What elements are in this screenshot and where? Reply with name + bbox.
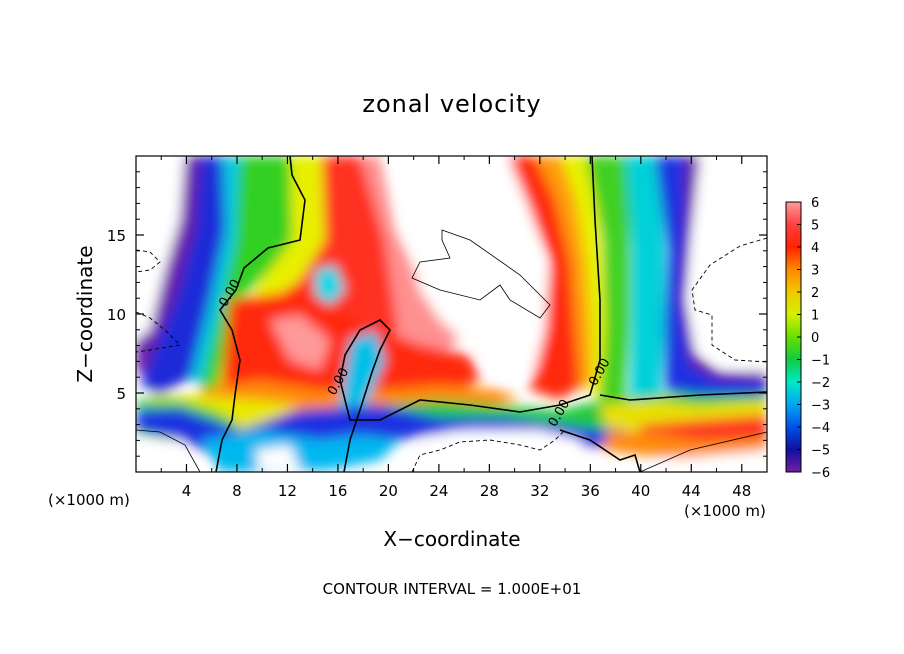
zero-contour-left [215,156,306,472]
field-cyan-blob [315,265,345,305]
x-axis-label: X−coordinate [383,527,520,551]
field-white-bottom [410,430,600,472]
y-tick-label: 15 [107,227,126,245]
chart-title: zonal velocity [362,90,541,118]
thin-contour-bottom-right [639,431,767,472]
colorbar-label: −6 [811,466,830,481]
y-tick-label: 5 [116,385,126,403]
field-right-low-orange [600,430,767,460]
dashed-contour-right [691,237,767,363]
x-axis: 4 8 12 16 20 24 28 32 36 40 44 48 [160,156,751,500]
x-unit-right: (×1000 m) [684,502,766,520]
thin-contours [136,229,767,472]
x-unit-left: (×1000 m) [48,491,130,509]
dashed-contour-left-mid [136,311,181,353]
colorbar-label: 2 [811,286,819,301]
zero-contour-bottom [559,429,641,472]
x-tick-label: 8 [232,482,242,500]
field-right-blue [655,156,767,395]
field-right-orange [535,156,595,392]
y-axis: 5 10 15 [107,171,767,457]
field-white-center [395,156,548,375]
x-tick-label: 40 [631,482,650,500]
x-tick-label: 36 [581,482,600,500]
zero-contour-mid [339,156,601,472]
x-tick-label: 28 [480,482,499,500]
field-low-green [380,392,767,430]
colorbar-label: 1 [811,309,819,324]
thin-contour-bottom-left [136,429,201,472]
x-tick-label: 4 [182,482,192,500]
field-left-green [200,156,300,395]
colorbar-label: −1 [811,354,830,369]
field-right-yellow [560,156,605,398]
x-tick-label: 48 [732,482,751,500]
velocity-field [136,156,767,472]
colorbar-label: −3 [811,399,830,414]
y-axis-label: Z−coordinate [73,245,97,382]
x-tick-label: 16 [328,482,347,500]
dashed-contours [136,237,767,472]
x-tick-label: 12 [278,482,297,500]
plot-area: 0.000.00 0.000.00 [136,156,767,472]
zero-contours [215,156,767,472]
colorbar-label: −5 [811,444,830,459]
x-tick-label: 32 [530,482,549,500]
contour-interval-footer: CONTOUR INTERVAL = 1.000E+01 [323,580,582,598]
field-right-cyan [625,156,665,400]
x-tick-label: 44 [682,482,701,500]
thin-contour-loop [411,229,551,319]
field-white-bottom-right [660,450,767,472]
field-pale-pink [270,315,330,370]
field-white-bottom-mid [255,445,300,470]
x-tick-label: 20 [379,482,398,500]
field-white-right [690,156,767,372]
colorbar-label: −4 [811,421,830,436]
colorbar-label: 5 [811,219,819,234]
colorbar-label: 4 [811,241,819,256]
dashed-contour-bottom [411,429,566,472]
colorbar: 6 5 4 3 2 1 0 −1 −2 −3 −4 −5 −6 [785,196,830,481]
field-right-green [585,156,630,405]
zero-contour-right [599,391,767,401]
field-white-left [136,156,185,340]
y-tick-label: 10 [107,306,126,324]
field-left-cyan [190,156,250,385]
x-tick-label: 24 [429,482,448,500]
field-right-purple [680,156,767,382]
colorbar-label: 6 [811,196,819,211]
colorbar-label: −2 [811,376,830,391]
dashed-contour-left-top [136,249,161,273]
field-white-bottom-left [136,440,205,472]
colorbar-label: 3 [811,264,819,279]
field-left-pink [360,156,460,355]
colorbar-label: 0 [811,331,819,346]
